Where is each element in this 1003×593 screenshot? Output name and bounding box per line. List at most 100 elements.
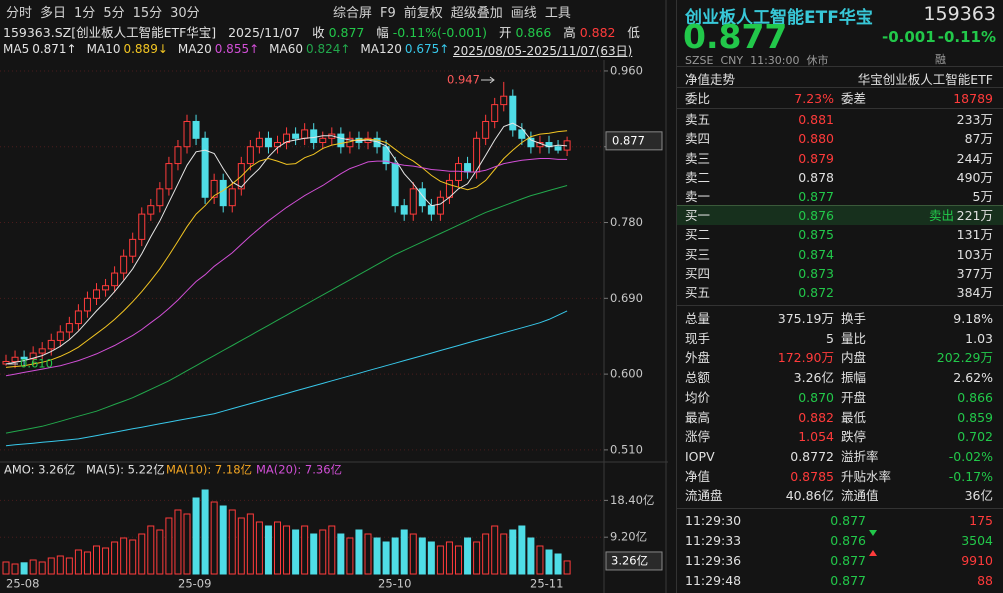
market-status: SZSE CNY 11:30:00 休市 bbox=[685, 52, 829, 68]
divider bbox=[677, 108, 1003, 109]
quote-cell: 买一 bbox=[685, 208, 711, 223]
volume-bar bbox=[518, 525, 526, 575]
candle-body bbox=[500, 95, 508, 106]
candle-body bbox=[409, 188, 417, 215]
tool-tab[interactable]: 超级叠加 bbox=[450, 6, 503, 21]
quote-cell: 103万 bbox=[956, 246, 993, 262]
candle-body bbox=[319, 137, 327, 144]
quote-cell: 总额 bbox=[685, 370, 711, 386]
legend-value: 0.889↓ bbox=[123, 42, 168, 56]
volume-bar bbox=[310, 533, 318, 575]
period-tab[interactable]: 15分 bbox=[132, 6, 163, 21]
legend-name: MA60 bbox=[269, 42, 303, 56]
volume-bar bbox=[563, 560, 571, 575]
y-tick-label: 0.600 bbox=[610, 367, 643, 381]
quote-cell: 买五 bbox=[685, 285, 711, 301]
tool-tab[interactable]: F9 bbox=[380, 6, 396, 21]
candle-body bbox=[527, 137, 535, 148]
volume-bar bbox=[219, 505, 227, 575]
tool-tab[interactable]: 综合屏 bbox=[333, 6, 373, 21]
quote-cell: 净值 bbox=[685, 468, 711, 484]
legend-name: MA10 bbox=[86, 42, 121, 56]
quote-cell: 377万 bbox=[956, 265, 993, 281]
candle-body bbox=[274, 142, 281, 148]
volume-bar bbox=[545, 549, 553, 575]
change: -0.11%(-0.001) bbox=[392, 25, 488, 40]
nav-trend[interactable]: 净值走势 bbox=[685, 72, 736, 87]
volume-bar bbox=[500, 533, 508, 575]
y-tick-label: 18.40亿 bbox=[610, 493, 654, 507]
candle-body bbox=[455, 163, 462, 181]
volume-bar bbox=[111, 541, 119, 575]
volume-bar bbox=[491, 525, 499, 575]
volume-bar bbox=[319, 529, 327, 575]
volume-bar bbox=[554, 553, 562, 575]
volume-bar bbox=[20, 562, 28, 575]
tool-tab[interactable]: 画线 bbox=[510, 6, 537, 21]
volume-bar bbox=[65, 557, 73, 575]
candle-body bbox=[156, 188, 164, 207]
volume-bar bbox=[102, 547, 110, 575]
candle-body bbox=[20, 356, 28, 360]
volume-bar bbox=[156, 529, 164, 575]
quote-cell: 88 bbox=[977, 573, 993, 588]
quote-cell: 0.874 bbox=[798, 246, 834, 262]
volume-bar bbox=[509, 529, 517, 575]
candle-body bbox=[219, 179, 227, 207]
quote-cell: IOPV bbox=[685, 448, 715, 464]
candle-body bbox=[283, 133, 291, 144]
quote-cell: 0.872 bbox=[798, 285, 834, 301]
quote-cell: 卖五 bbox=[685, 112, 711, 127]
quote-cell: 0.866 bbox=[957, 389, 993, 405]
quote-row: 卖五 0.881 233万 bbox=[677, 110, 1003, 129]
volume-bar bbox=[292, 529, 300, 575]
quote-cell: 0.880 bbox=[798, 131, 834, 147]
volume-bar bbox=[527, 537, 535, 575]
period-tab[interactable]: 分时 bbox=[6, 6, 33, 21]
fund-name: 创业板人工智能ETF华宝 bbox=[685, 8, 873, 28]
quote-cell: 5 bbox=[826, 330, 834, 346]
quote-cell: 溢折率 bbox=[841, 448, 879, 464]
quote-cell: 振幅 bbox=[841, 370, 867, 386]
legend-value: 0.675↑ bbox=[404, 42, 450, 56]
volume-bar bbox=[165, 517, 173, 575]
quote-cell: 跌停 bbox=[841, 429, 867, 445]
quote-row: 买二 0.875 131万 bbox=[677, 225, 1003, 244]
candle-body bbox=[210, 179, 218, 198]
tool-tab[interactable]: 前复权 bbox=[403, 6, 443, 21]
period-tab[interactable]: 多日 bbox=[40, 6, 67, 21]
quote-cell: 买二 bbox=[685, 227, 711, 243]
quote-cell: 卖三 bbox=[685, 150, 711, 166]
quote-cell: 买三 bbox=[685, 246, 711, 262]
candle-body bbox=[192, 120, 200, 139]
y-tick-label: 0.690 bbox=[610, 291, 643, 305]
quote-cell: 最低 bbox=[841, 409, 867, 425]
quote-cell: 175 bbox=[969, 513, 993, 528]
tool-tab[interactable]: 工具 bbox=[544, 6, 571, 21]
quote-cell: 244万 bbox=[956, 150, 993, 166]
candle-body bbox=[391, 163, 399, 207]
candle-body bbox=[120, 255, 128, 274]
high-annotation: 0.947 bbox=[447, 73, 480, 87]
quote-cell: -0.17% bbox=[948, 468, 993, 484]
candle-body bbox=[255, 137, 263, 148]
period-tab[interactable]: 30分 bbox=[170, 6, 200, 21]
tick-arrow bbox=[869, 550, 877, 556]
quote-cell: 0.870 bbox=[798, 389, 834, 405]
volume-bar bbox=[373, 537, 381, 575]
date-range: 2025/08/05-2025/11/07(63日) bbox=[453, 44, 633, 58]
quote-cell: 最高 bbox=[685, 409, 711, 425]
quote-cell: 内盘 bbox=[841, 350, 867, 366]
legend-name: MA120 bbox=[360, 42, 402, 56]
quote-row: 买五 0.872 384万 bbox=[677, 283, 1003, 302]
volume-bar bbox=[482, 533, 490, 575]
period-tab[interactable]: 1分 bbox=[74, 6, 96, 21]
quote-cell: -0.02% bbox=[948, 448, 993, 464]
candle-body bbox=[246, 146, 254, 165]
status: 休市 bbox=[806, 54, 829, 67]
period-tab[interactable]: 5分 bbox=[103, 6, 125, 21]
candle-body bbox=[464, 163, 472, 173]
last-price: 0.877 bbox=[683, 17, 788, 56]
candle-body bbox=[65, 323, 73, 333]
candle-body bbox=[518, 129, 526, 139]
